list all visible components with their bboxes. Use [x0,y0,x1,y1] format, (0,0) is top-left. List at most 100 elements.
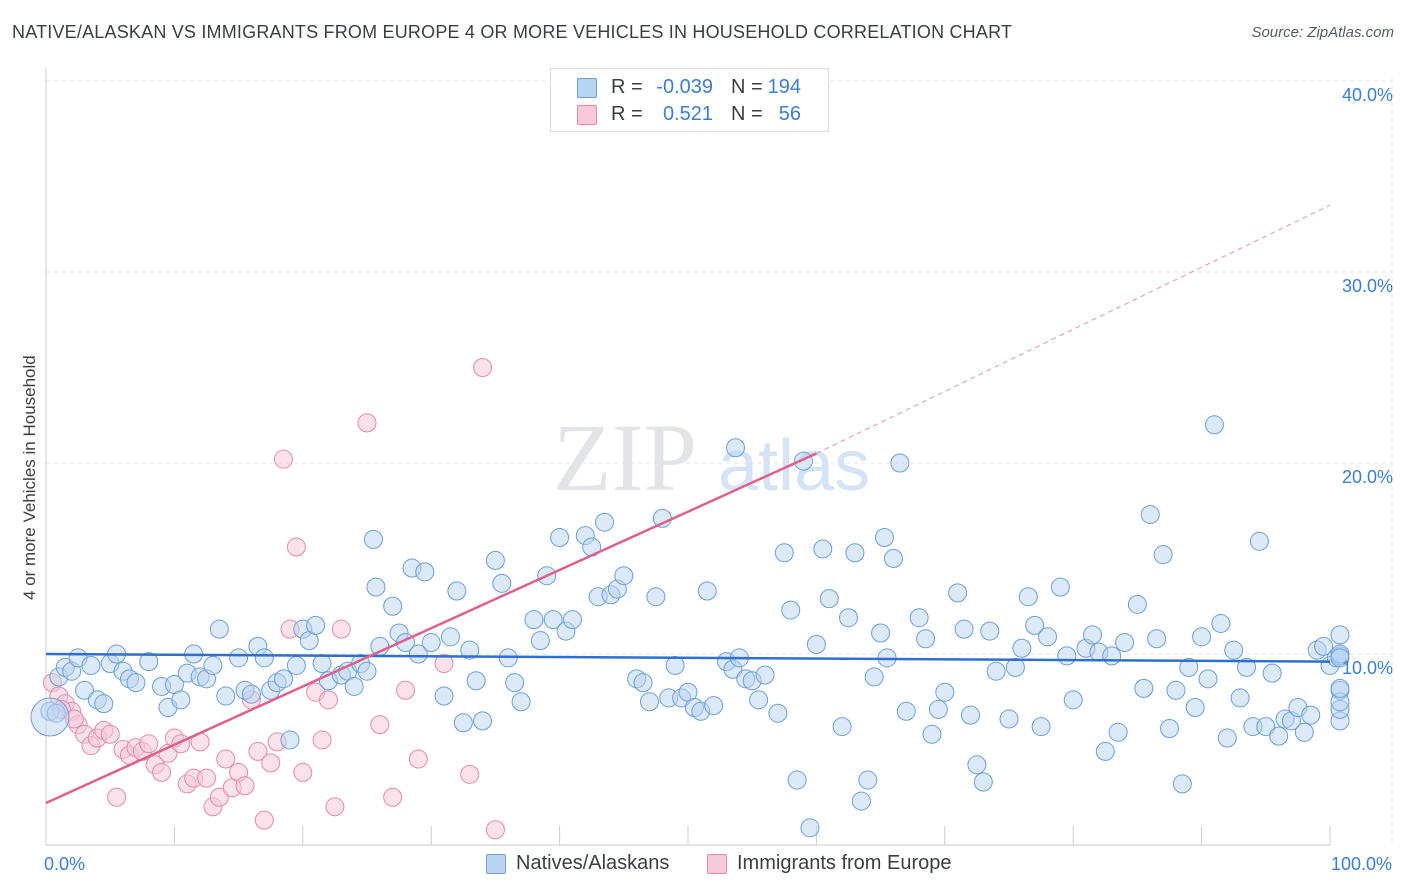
natives-point [1063,690,1083,710]
natives-point [1057,646,1077,666]
natives-point [1179,657,1199,677]
natives-point [1127,594,1147,614]
natives-point [1134,678,1154,698]
immigrants-point [383,787,403,807]
natives-point [485,550,505,570]
y-axis-label: 4 or more Vehicles in Household [20,355,39,600]
natives-point [562,610,582,630]
immigrants-point [235,776,255,796]
natives-point [813,539,833,559]
natives-point [511,692,531,712]
n-value: 56 [778,103,801,125]
natives-point [916,629,936,649]
natives-point [1025,615,1045,635]
natives-point [614,566,634,586]
natives-point [440,627,460,647]
tick-labels: 0.0% 100.0% 10.0% 20.0% 30.0% 40.0% [44,85,1393,874]
x-tick-label-min: 0.0% [44,854,85,874]
natives-point [1237,657,1257,677]
immigrants-point [485,820,505,840]
natives-legend-swatch-icon [486,854,506,874]
natives-point [274,669,294,689]
natives-point [1230,688,1250,708]
natives-point [241,684,261,704]
immigrants-point [209,787,229,807]
trend-lines [45,204,1331,805]
immigrants-point [216,749,236,769]
natives-point [704,696,724,716]
natives-point [1217,728,1237,748]
natives-point [1262,663,1282,683]
natives-point [126,673,146,693]
immigrants-legend-swatch-icon [707,854,727,874]
immigrants-point [248,741,268,761]
x-tick-label-max: 100.0% [1331,854,1392,874]
immigrants-point [139,734,159,754]
immigrants-trend-extension [816,204,1331,454]
legend-row-natives: R = -0.039 N = 194 [551,74,828,100]
natives-point [492,573,512,593]
natives-point [1050,577,1070,597]
natives-point [1330,648,1350,668]
natives-point [874,527,894,547]
natives-point [94,694,114,714]
immigrants-point [318,690,338,710]
natives-point [960,705,980,725]
natives-trend-line [45,652,1331,663]
natives-point [781,600,801,620]
natives-point [286,655,306,675]
natives-point [139,652,159,672]
natives-point [1147,629,1167,649]
natives-point [1166,680,1186,700]
natives-point [1249,531,1269,551]
immigrants-point [293,762,313,782]
natives-point [726,438,746,458]
n-label: N = [731,76,763,98]
immigrants-point [254,810,274,830]
immigrants-point [197,768,216,788]
natives-point [1160,718,1179,738]
natives-point [922,724,942,744]
natives-swatch-icon [577,78,597,98]
watermark-atlas: atlas [718,426,870,506]
natives-point [768,703,788,723]
immigrants-point [325,797,345,817]
immigrants-point [152,762,172,782]
natives-point [254,648,274,668]
natives-point [453,713,473,733]
natives-point [1330,625,1350,645]
r-value: 0.521 [662,103,713,125]
natives-point [948,583,968,603]
n-label: N = [731,103,763,125]
source-label: Source: ZipAtlas.com [1251,24,1394,41]
natives-point [1108,722,1128,742]
natives-point [363,529,383,549]
natives-point [639,692,659,712]
natives-point [408,644,428,664]
natives-point [973,772,993,792]
natives-point [1082,625,1102,645]
natives-point [986,661,1006,681]
r-value: -0.039 [656,76,713,98]
natives-point [1038,627,1058,647]
y-tick-label: 40.0% [1342,85,1393,105]
y-tick-label: 20.0% [1342,467,1393,487]
natives-point [280,730,300,750]
natives-point [229,648,249,668]
natives-point [466,671,486,691]
r-label: R = [611,103,643,125]
natives-points [30,415,1350,838]
natives-point [832,717,852,737]
natives-point [505,673,525,693]
natives-point [864,667,884,687]
natives-point [421,633,441,653]
chart-title: NATIVE/ALASKAN VS IMMIGRANTS FROM EUROPE… [12,22,1013,42]
natives-point [1102,646,1122,666]
stats-legend: R = -0.039 N = 194 R = 0.521 N = 56 [550,68,829,132]
natives-point [749,690,769,710]
natives-point [819,589,839,609]
natives-point [434,686,454,706]
natives-point [1301,705,1321,725]
immigrants-point [100,724,120,744]
